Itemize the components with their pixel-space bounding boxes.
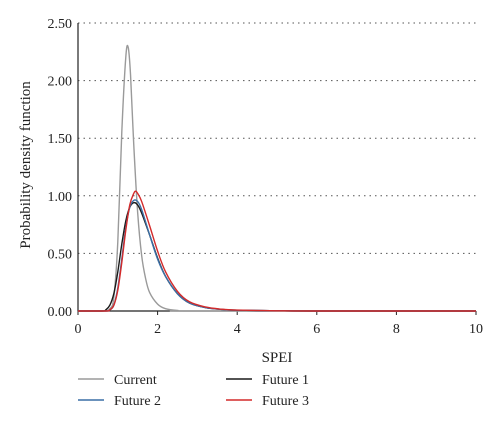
y-tick-label: 2.00 xyxy=(48,75,73,90)
x-axis-label: SPEI xyxy=(262,350,293,366)
legend: Current Future 1 Future 2 Future 3 xyxy=(78,373,309,409)
series-line-future-3 xyxy=(78,190,476,312)
y-tick-label: 1.00 xyxy=(48,190,73,205)
x-tick-label: 4 xyxy=(234,322,241,337)
y-tick-label: 0.50 xyxy=(48,247,73,262)
legend-label-current: Current xyxy=(114,373,157,388)
x-tick-label: 2 xyxy=(154,322,161,337)
series-lines xyxy=(78,44,476,312)
y-axis-label: Probability density function xyxy=(18,81,34,249)
legend-label-future-2: Future 2 xyxy=(114,394,161,409)
tick-labels: 0.00 0.50 1.00 1.50 2.00 2.50 0 2 4 6 8 10 xyxy=(48,17,484,337)
y-tick-label: 1.50 xyxy=(48,132,73,147)
grid-lines xyxy=(78,22,476,254)
legend-label-future-3: Future 3 xyxy=(262,394,309,409)
legend-label-future-1: Future 1 xyxy=(262,373,309,388)
x-tick-label: 8 xyxy=(393,322,400,337)
axes xyxy=(77,23,477,315)
x-tick-label: 6 xyxy=(313,322,320,337)
x-tick-label: 0 xyxy=(75,322,82,337)
series-line-current xyxy=(78,44,476,312)
y-tick-label: 0.00 xyxy=(48,305,73,320)
y-tick-label: 2.50 xyxy=(48,17,73,32)
x-tick-label: 10 xyxy=(469,322,483,337)
